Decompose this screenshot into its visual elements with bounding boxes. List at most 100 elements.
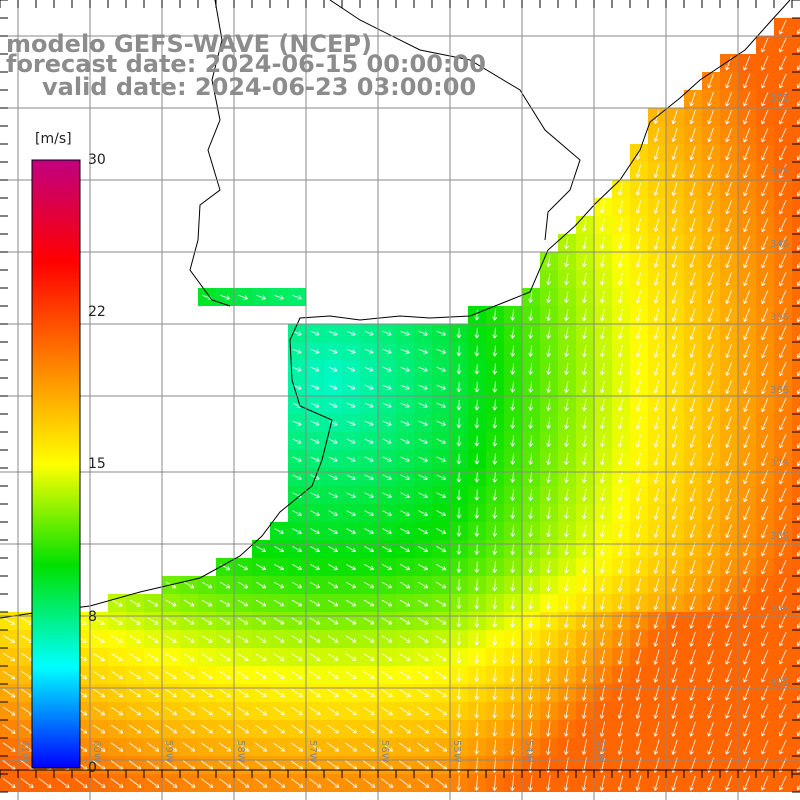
wind-arrow <box>237 671 249 679</box>
wind-arrow <box>147 653 159 661</box>
wind-arrow <box>474 435 480 447</box>
wind-arrow <box>796 748 800 755</box>
wind-arrow <box>238 294 248 300</box>
wind-arrow <box>474 345 480 357</box>
longitude-label: 60W <box>91 740 102 763</box>
wind-arrow <box>761 506 769 521</box>
wind-arrow <box>600 326 605 340</box>
wind-arrow <box>111 599 123 607</box>
wind-arrow <box>707 236 714 250</box>
wind-arrow <box>599 596 605 610</box>
wind-arrow <box>528 632 533 646</box>
wind-arrow <box>382 564 393 571</box>
wind-arrow <box>255 617 267 625</box>
longitude-label: 55W <box>451 740 462 763</box>
wind-arrow <box>689 362 696 376</box>
wind-arrow <box>707 200 714 215</box>
wind-arrow <box>435 635 447 643</box>
wind-arrow <box>635 398 641 412</box>
wind-arrow <box>474 650 480 664</box>
wind-arrow <box>707 326 714 340</box>
wind-arrow <box>510 668 516 682</box>
wind-arrow <box>796 640 800 647</box>
wind-arrow <box>292 438 302 444</box>
wind-arrow <box>546 453 552 465</box>
wind-arrow <box>778 163 787 179</box>
wind-arrow <box>183 653 195 661</box>
wind-arrow <box>129 671 141 679</box>
wind-arrow <box>363 635 375 643</box>
wind-arrow <box>147 599 159 607</box>
wind-arrow <box>689 578 696 593</box>
wind-arrow <box>796 388 800 395</box>
wind-arrow <box>274 528 284 534</box>
wind-cell <box>792 630 800 648</box>
wind-cell <box>792 216 800 234</box>
wind-arrow <box>707 290 714 304</box>
wind-arrow <box>326 778 340 788</box>
wind-arrow <box>761 362 769 377</box>
wind-arrow <box>328 438 338 444</box>
wind-arrow <box>779 217 787 233</box>
wind-cell <box>792 180 800 198</box>
wind-arrow <box>546 309 552 321</box>
wind-arrow <box>165 635 177 643</box>
wind-arrow <box>743 416 751 431</box>
wind-arrow <box>364 438 374 444</box>
colorbar-tick-label: 15 <box>88 456 106 472</box>
wind-arrow <box>796 226 800 233</box>
wind-arrow <box>707 631 714 647</box>
wind-arrow <box>492 561 498 573</box>
wind-arrow <box>418 348 428 354</box>
wind-arrow <box>778 55 787 71</box>
wind-cell <box>792 522 800 540</box>
wind-arrow <box>635 596 642 610</box>
wind-arrow <box>653 434 660 448</box>
wind-arrow <box>417 706 429 716</box>
wind-arrow <box>399 653 411 661</box>
wind-arrow <box>328 510 338 516</box>
wind-arrow <box>725 577 732 593</box>
wind-arrow <box>291 599 303 607</box>
wind-arrow <box>689 146 696 161</box>
wind-arrow <box>743 434 751 449</box>
wind-arrow <box>635 344 641 358</box>
wind-arrow <box>492 721 498 737</box>
wind-arrow <box>399 581 411 589</box>
wind-arrow <box>400 330 410 336</box>
wind-arrow <box>399 617 411 625</box>
wind-arrow <box>599 739 605 755</box>
wind-arrow <box>743 73 751 89</box>
wind-arrow <box>564 381 569 394</box>
wind-arrow <box>309 671 321 679</box>
wind-arrow <box>434 742 448 752</box>
wind-arrow <box>725 109 733 125</box>
wind-arrow <box>510 739 515 755</box>
wind-arrow <box>582 524 587 538</box>
wind-arrow <box>2 706 16 716</box>
wind-arrow <box>254 760 268 770</box>
wind-arrow <box>707 524 714 539</box>
wind-arrow <box>725 182 732 197</box>
wind-arrow <box>164 724 178 734</box>
wind-arrow <box>725 560 732 575</box>
wind-arrow <box>129 617 141 625</box>
wind-arrow <box>346 564 356 571</box>
wind-cell <box>792 270 800 288</box>
wind-cell <box>792 342 800 360</box>
wind-arrow <box>310 528 320 534</box>
wind-arrow <box>492 650 498 664</box>
wind-arrow <box>653 326 660 340</box>
wind-arrow <box>381 724 393 734</box>
wind-arrow <box>599 775 605 791</box>
wind-arrow <box>528 578 534 592</box>
wind-arrow <box>546 489 552 502</box>
wind-arrow <box>200 742 214 752</box>
title-valid-date: valid date: 2024-06-23 03:00:00 <box>42 73 477 101</box>
wind-arrow <box>671 452 678 466</box>
wind-arrow <box>653 290 660 304</box>
wind-arrow <box>761 308 769 323</box>
wind-arrow <box>761 577 769 593</box>
wind-arrow <box>564 399 569 412</box>
wind-arrow <box>635 524 642 538</box>
